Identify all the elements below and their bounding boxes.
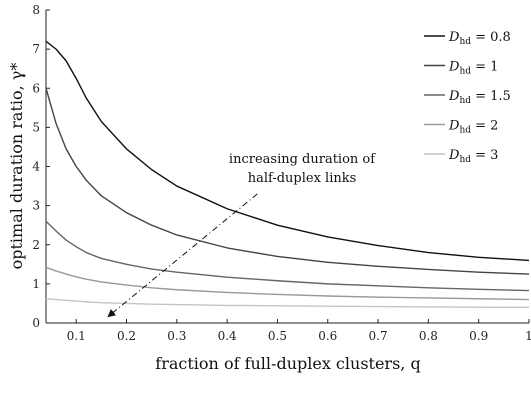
legend-entry-2: Dhd = 1.5 <box>448 89 511 106</box>
x-tick-label: 0.5 <box>268 329 287 343</box>
y-tick-label: 7 <box>32 42 40 56</box>
legend-entry-0: Dhd = 0.8 <box>448 30 511 47</box>
series-line-4 <box>45 298 530 309</box>
plot-area: 0.1 0.2 0.3 0.4 0.5 0.6 0.7 0.8 0.9 1 0 1 2 3 4 5 6 7 8 i… <box>32 3 531 343</box>
y-tick-label: 3 <box>32 199 40 213</box>
y-tick-label: 0 <box>32 316 40 330</box>
series-line-1 <box>45 88 530 275</box>
x-tick-label: 0.9 <box>469 329 488 343</box>
y-axis-label: optimal duration ratio, γ* <box>7 63 26 270</box>
legend-entry-3: Dhd = 2 <box>448 119 498 136</box>
x-ticks: 0.1 0.2 0.3 0.4 0.5 0.6 0.7 0.8 0.9 1 <box>67 319 531 343</box>
x-tick-label: 0.8 <box>419 329 438 343</box>
x-tick-label: 0.2 <box>117 329 136 343</box>
y-ticks: 0 1 2 3 4 5 6 7 8 <box>32 3 50 330</box>
y-tick-label: 5 <box>32 120 40 134</box>
x-axis-label: fraction of full-duplex clusters, q <box>155 354 420 373</box>
y-tick-label: 1 <box>32 277 40 291</box>
annotation-line-2: half-duplex links <box>248 171 357 186</box>
legend-entry-4: Dhd = 3 <box>448 148 498 165</box>
annotation-line-1: increasing duration of <box>229 152 376 167</box>
legend: Dhd = 0.8 Dhd = 1 Dhd = 1.5 Dhd = 2 Dhd = 3 <box>424 30 511 165</box>
x-tick-label: 0.7 <box>369 329 388 343</box>
annotation-arrow <box>107 193 258 318</box>
x-tick-label: 0.6 <box>318 329 337 343</box>
y-tick-label: 6 <box>32 81 40 95</box>
y-tick-label: 8 <box>32 3 40 17</box>
legend-entry-1: Dhd = 1 <box>448 60 498 77</box>
x-tick-label: 1 <box>525 329 531 343</box>
series-line-0 <box>45 40 530 262</box>
series-line-3 <box>45 266 530 301</box>
x-tick-label: 0.4 <box>218 329 237 343</box>
annotation: increasing duration of half-duplex links <box>107 152 376 318</box>
y-tick-label: 2 <box>32 238 40 252</box>
y-tick-label: 4 <box>32 160 40 174</box>
x-tick-label: 0.1 <box>67 329 86 343</box>
x-tick-label: 0.3 <box>167 329 186 343</box>
